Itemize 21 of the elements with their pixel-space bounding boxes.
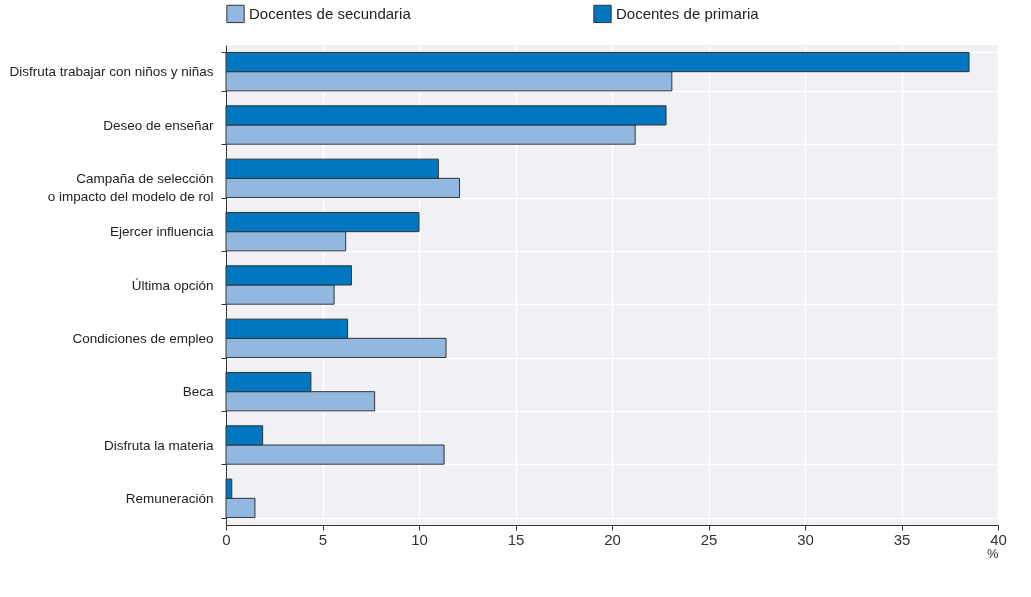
y-tick-label: Campaña de selección o impacto del modelo de rol — [47, 170, 214, 204]
x-tick-label: 10 — [411, 530, 428, 548]
x-tick-label: 35 — [893, 530, 911, 548]
y-tick-label: Última opción — [131, 277, 214, 293]
y-tick-label: Deseo de enseñar — [103, 117, 214, 133]
x-tick-label: 5 — [318, 530, 328, 548]
y-tick-label: Condiciones de empleo — [72, 330, 214, 346]
y-tick-label: Beca — [182, 384, 214, 400]
x-tick-label: 30 — [797, 530, 814, 548]
x-tick-label: 20 — [604, 530, 621, 548]
x-tick-label: 15 — [507, 530, 525, 548]
legend-label: Docentes de secundaria — [249, 4, 412, 22]
legend-label: Docentes de primaria — [616, 4, 760, 22]
x-tick-label: 40 — [990, 530, 1007, 548]
y-tick-label: Disfruta trabajar con niños y niñas — [9, 64, 214, 80]
x-tick-label: 25 — [700, 530, 718, 548]
x-tick-label: 0 — [222, 530, 231, 548]
y-tick-label: Disfruta la materia — [103, 437, 214, 453]
y-tick-label: Ejercer influencia — [109, 224, 214, 240]
y-tick-label: Remuneración — [125, 490, 214, 506]
x-axis-title: % — [986, 545, 999, 561]
